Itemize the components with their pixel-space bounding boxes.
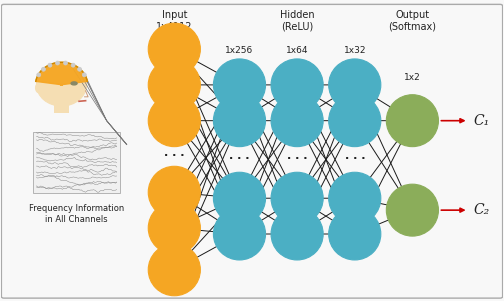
Ellipse shape [71, 82, 77, 85]
Ellipse shape [148, 202, 201, 254]
Ellipse shape [148, 23, 201, 75]
Ellipse shape [82, 73, 86, 77]
Ellipse shape [148, 244, 201, 296]
Text: Hidden
(ReLU): Hidden (ReLU) [280, 10, 314, 32]
Text: 1x32: 1x32 [344, 46, 366, 55]
Ellipse shape [148, 95, 201, 147]
Ellipse shape [213, 95, 266, 147]
Text: · · ·: · · · [345, 154, 365, 164]
Text: Output
(Softmax): Output (Softmax) [389, 10, 436, 32]
Ellipse shape [271, 59, 323, 111]
Ellipse shape [55, 61, 59, 65]
Ellipse shape [271, 95, 323, 147]
Ellipse shape [329, 59, 381, 111]
Text: 1x256: 1x256 [225, 46, 254, 55]
Ellipse shape [78, 67, 82, 71]
Ellipse shape [213, 59, 266, 111]
Ellipse shape [148, 166, 201, 218]
Text: C₂: C₂ [474, 203, 490, 217]
Text: 1x2: 1x2 [404, 73, 421, 82]
Text: · · ·: · · · [229, 154, 249, 164]
Ellipse shape [213, 172, 266, 224]
Ellipse shape [271, 208, 323, 260]
Ellipse shape [41, 67, 45, 71]
Text: Input
1x4112: Input 1x4112 [156, 10, 193, 32]
Ellipse shape [387, 184, 438, 236]
Text: · · ·: · · · [287, 154, 307, 164]
Ellipse shape [36, 64, 87, 106]
Ellipse shape [71, 63, 75, 67]
Text: · · ·: · · · [164, 151, 184, 161]
Text: C₁: C₁ [474, 114, 490, 128]
Ellipse shape [48, 63, 52, 67]
FancyBboxPatch shape [54, 101, 69, 113]
Text: Frequency Information
in All Channels: Frequency Information in All Channels [29, 204, 124, 224]
Ellipse shape [387, 95, 438, 147]
Polygon shape [36, 62, 87, 85]
Ellipse shape [148, 59, 201, 111]
Ellipse shape [329, 208, 381, 260]
Ellipse shape [213, 208, 266, 260]
Ellipse shape [329, 95, 381, 147]
Ellipse shape [329, 172, 381, 224]
Ellipse shape [271, 172, 323, 224]
Ellipse shape [35, 83, 42, 93]
Ellipse shape [64, 61, 68, 65]
FancyBboxPatch shape [2, 5, 502, 298]
FancyBboxPatch shape [33, 132, 120, 193]
Ellipse shape [37, 73, 41, 77]
Text: 1x64: 1x64 [286, 46, 308, 55]
